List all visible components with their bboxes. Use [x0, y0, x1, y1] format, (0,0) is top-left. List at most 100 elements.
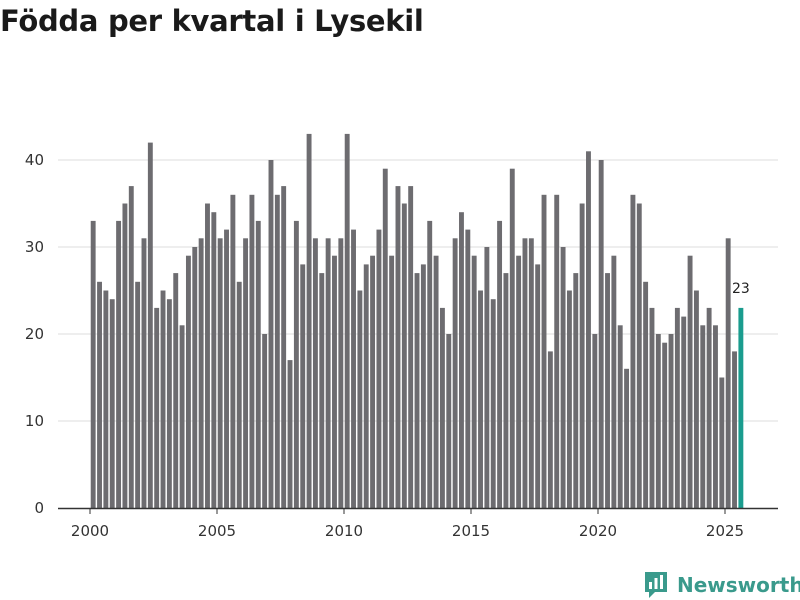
- bar: [135, 281, 141, 508]
- bar: [586, 151, 591, 509]
- bar: [376, 229, 382, 508]
- bar: [357, 290, 363, 508]
- y-tick-label: 0: [34, 499, 44, 517]
- bar: [649, 307, 655, 508]
- newsworthy-logo-icon: [645, 572, 667, 598]
- y-tick-label: 40: [25, 151, 44, 169]
- bar: [141, 238, 147, 509]
- bar: [122, 203, 128, 508]
- bar: [611, 255, 617, 508]
- bar: [598, 160, 604, 508]
- last-value-label: 23: [732, 281, 750, 297]
- bar: [205, 203, 210, 508]
- bar: [332, 255, 337, 508]
- bar: [300, 264, 306, 508]
- bar: [668, 334, 674, 508]
- bar: [433, 255, 439, 508]
- bar: [713, 325, 718, 508]
- bar: [363, 264, 369, 508]
- bar: [662, 342, 668, 508]
- bar: [706, 307, 712, 508]
- bar: [408, 186, 414, 508]
- bar: [522, 238, 528, 509]
- bar: [179, 325, 185, 508]
- chart-title: Födda per kvartal i Lysekil: [0, 4, 424, 38]
- bar: [351, 229, 356, 508]
- x-tick-label: 2005: [198, 522, 236, 540]
- bar: [128, 186, 134, 508]
- bar: [319, 273, 325, 508]
- bar: [439, 307, 445, 508]
- bar: [605, 273, 610, 508]
- bar: [560, 247, 566, 508]
- bar: [224, 229, 229, 508]
- bar: [370, 255, 376, 508]
- bar: [166, 299, 172, 508]
- brand-logo: Newsworthy: [643, 570, 800, 600]
- bar: [192, 247, 198, 508]
- bar: [395, 186, 401, 508]
- bar: [414, 273, 420, 508]
- bar: [541, 194, 547, 509]
- bar: [401, 203, 407, 508]
- x-tick-label: 2020: [579, 522, 617, 540]
- x-tick-label: 2015: [452, 522, 490, 540]
- bar: [573, 273, 579, 508]
- y-tick-label: 20: [25, 325, 44, 343]
- bar: [681, 316, 687, 508]
- bar: [465, 229, 471, 508]
- bar: [97, 281, 102, 508]
- bar: [693, 290, 699, 508]
- bar: [547, 351, 553, 508]
- bar: [592, 334, 598, 508]
- y-tick-label: 30: [25, 238, 44, 256]
- bar: [287, 360, 293, 508]
- bar: [579, 203, 585, 508]
- bar: [236, 281, 242, 508]
- bar: [338, 238, 344, 509]
- bar: [566, 290, 572, 508]
- bar: [700, 325, 706, 508]
- bar: [382, 168, 388, 508]
- bar-highlight: [738, 307, 744, 508]
- bar: [643, 281, 649, 508]
- bar: [459, 212, 464, 508]
- y-tick-label: 10: [25, 412, 44, 430]
- bar: [312, 238, 318, 509]
- bar: [389, 255, 395, 508]
- bar: [109, 299, 115, 508]
- bar: [293, 220, 299, 508]
- bar: [281, 186, 287, 508]
- bar: [173, 273, 179, 508]
- bar: [490, 299, 496, 508]
- bar: [446, 334, 452, 508]
- bar: [154, 307, 160, 508]
- bar: [478, 290, 483, 508]
- bar: [516, 255, 522, 508]
- bar: [274, 194, 280, 509]
- bar: [217, 238, 223, 509]
- bar: [719, 377, 725, 508]
- bar: [484, 247, 490, 508]
- bar: [147, 142, 153, 508]
- bar: [528, 238, 534, 509]
- bar: [674, 307, 680, 508]
- y-axis-ticks: 0 10 20 30 40: [25, 151, 44, 517]
- bar: [732, 351, 737, 508]
- bar: [624, 368, 630, 508]
- x-axis-ticks: 2000 2005 2010 2015 2020 2025: [71, 508, 744, 540]
- x-tick-label: 2010: [325, 522, 363, 540]
- bar: [325, 238, 331, 509]
- bar: [725, 238, 731, 509]
- bar: [554, 194, 560, 509]
- bar: [306, 133, 312, 508]
- bar: [471, 255, 477, 508]
- bar: [687, 255, 693, 508]
- bar: [198, 238, 204, 509]
- bar: [630, 194, 636, 509]
- bar: [497, 220, 503, 508]
- bar: [211, 212, 217, 508]
- bar: [243, 238, 249, 509]
- bar: [509, 168, 515, 508]
- bar: [420, 264, 426, 508]
